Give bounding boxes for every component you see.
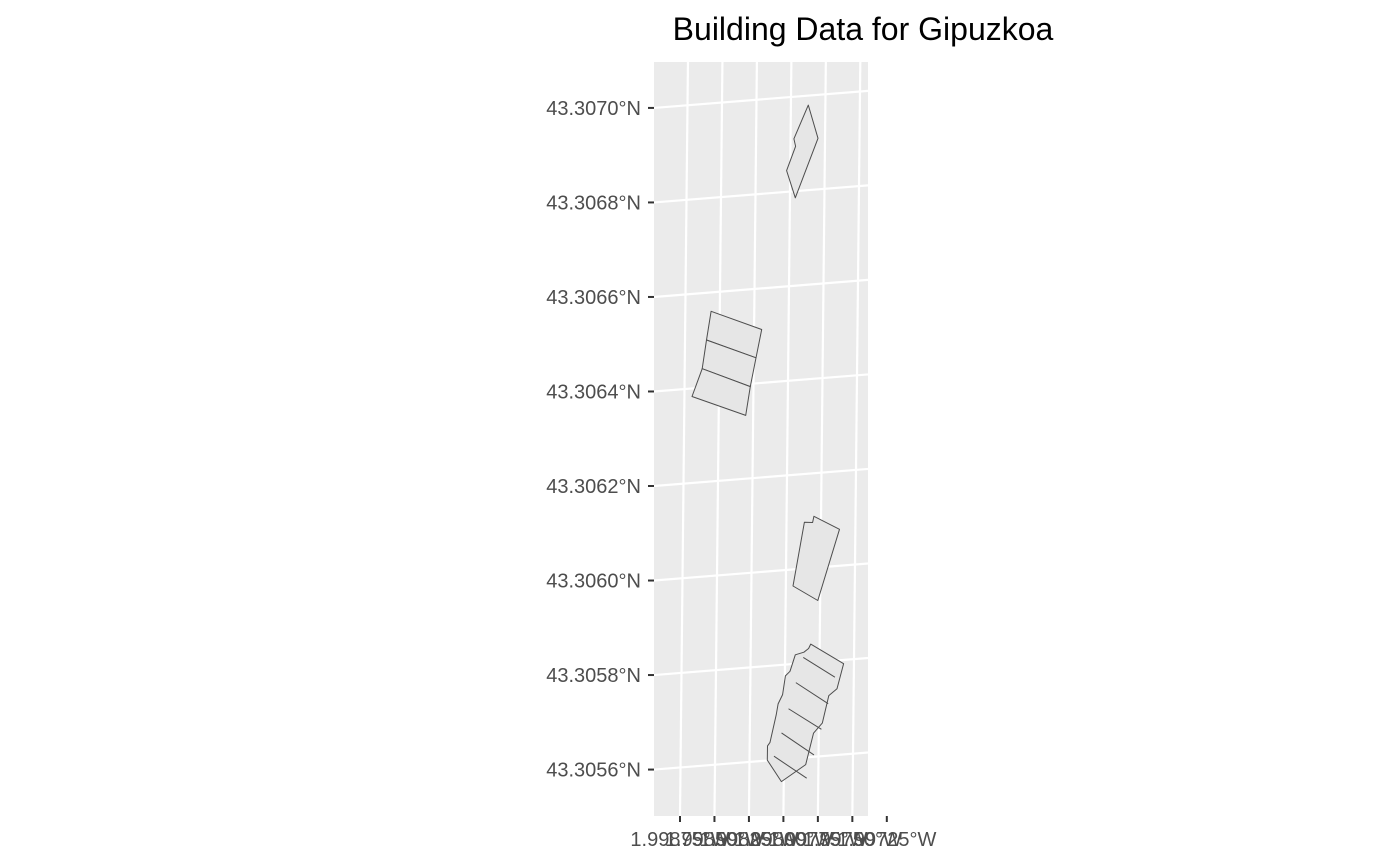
x-tick-label-2: 1.99825°W <box>699 829 798 851</box>
y-tick-label-3: 43.3064°N <box>546 381 641 403</box>
building-southeast-row <box>766 643 845 783</box>
chart-title: Building Data for Gipuzkoa <box>673 11 1054 47</box>
x-axis: 1.99875°W1.99850°W1.99825°W1.99800°W1.99… <box>630 816 937 851</box>
x-tick-label-1: 1.99850°W <box>665 829 764 851</box>
graticule-grid <box>654 41 895 821</box>
x-tick-label-3: 1.99800°W <box>734 829 833 851</box>
grid-line-lat-0 <box>654 89 868 110</box>
grid-line-lat-6 <box>654 656 868 677</box>
x-tick-label-5: 1.99750°W <box>803 829 902 851</box>
grid-line-lon-6 <box>887 41 895 821</box>
y-tick-label-0: 43.3070°N <box>546 98 641 120</box>
grid-line-lat-3 <box>654 373 868 393</box>
building-divider-3 <box>781 732 815 756</box>
grid-line-lat-5 <box>654 562 868 582</box>
y-tick-label-2: 43.3066°N <box>546 287 641 309</box>
building-dividers <box>773 657 836 779</box>
grid-line-lon-2 <box>747 62 758 816</box>
building-north <box>786 104 819 199</box>
grid-line-lat-2 <box>654 278 868 299</box>
y-tick-label-5: 43.3060°N <box>546 571 641 593</box>
building-footprints <box>691 104 845 783</box>
y-tick-label-4: 43.3062°N <box>546 476 641 498</box>
grid-line-lat-4 <box>654 467 868 488</box>
building-divider-2 <box>788 708 822 730</box>
building-divider-1 <box>795 682 829 705</box>
building-east <box>792 515 840 601</box>
y-tick-label-7: 43.3056°N <box>546 760 641 782</box>
grid-line-lat-1 <box>654 184 868 204</box>
grid-line-lat-7 <box>654 751 868 771</box>
x-tick-label-4: 1.99775°W <box>768 829 867 851</box>
grid-line-lon-1 <box>713 62 724 816</box>
building-divider-0 <box>803 657 836 678</box>
x-tick-label-6: 1.99725°W <box>837 829 936 851</box>
x-tick-label-0: 1.99875°W <box>630 829 729 851</box>
y-tick-label-6: 43.3058°N <box>546 665 641 687</box>
grid-line-lon-5 <box>851 62 862 816</box>
building-divider-4 <box>773 755 807 779</box>
y-tick-label-1: 43.3068°N <box>546 192 641 214</box>
grid-line-lon-0 <box>678 62 690 816</box>
building-west-3 <box>691 368 751 416</box>
y-axis: 43.3070°N 43.3068°N 43.3066°N 43.3064°N 43.3… <box>546 98 654 782</box>
